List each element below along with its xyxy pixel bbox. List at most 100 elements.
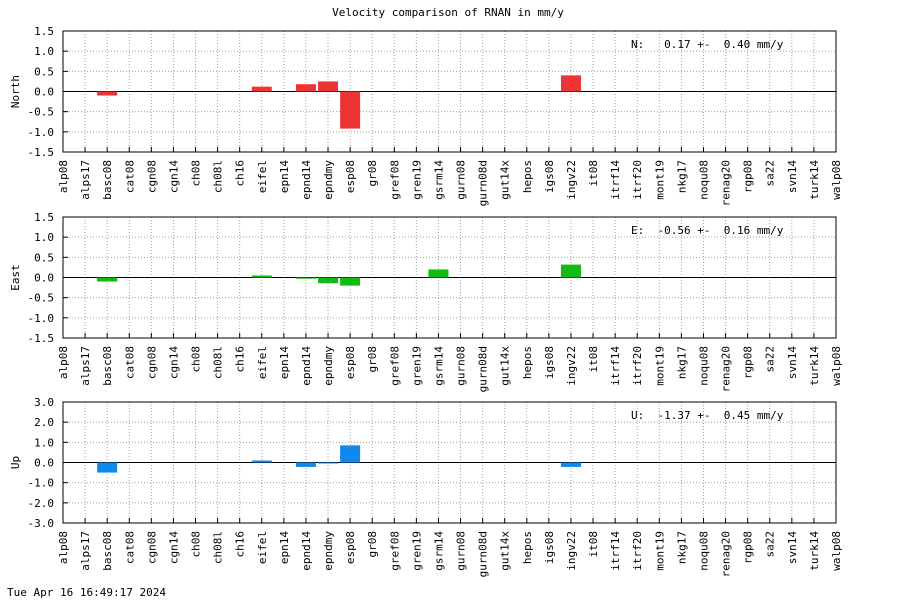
x-tick-label: epndmy [322, 160, 335, 200]
x-tick-label: alp08 [57, 160, 70, 193]
y-tick-label: 0.5 [34, 251, 54, 264]
chart-title: Velocity comparison of RNAN in mm/y [332, 6, 564, 19]
x-tick-label: epnd14 [300, 346, 313, 386]
x-tick-label: hepos [521, 160, 534, 193]
bar-east-basc08 [97, 277, 118, 282]
bar-up-ingv22 [560, 462, 581, 467]
bar-north-epnd14 [295, 84, 316, 92]
x-tick-label: alps17 [79, 160, 92, 200]
x-tick-label: ch08l [212, 531, 225, 564]
bar-east-gsrm14 [428, 269, 449, 278]
x-tick-label: itrf20 [631, 346, 644, 386]
x-tick-label: igs08 [543, 531, 556, 564]
x-tick-label: cat08 [123, 160, 136, 193]
x-tick-label: noqu08 [697, 531, 710, 571]
y-tick-label: -2.0 [28, 497, 55, 510]
x-tick-label: turk14 [808, 531, 821, 571]
y-tick-label: -0.5 [28, 292, 55, 305]
x-tick-label: esp08 [344, 160, 357, 193]
x-tick-label: ingv22 [565, 531, 578, 571]
x-tick-label: epn14 [278, 531, 291, 564]
y-axis-label-north: North [9, 75, 22, 108]
x-tick-label: epnd14 [300, 531, 313, 571]
bar-north-eifel [251, 86, 272, 92]
x-tick-label: sa22 [764, 531, 777, 558]
x-tick-label: nkg17 [675, 531, 688, 564]
x-tick-label: gurn08d [477, 531, 490, 577]
x-tick-label: gren19 [410, 531, 423, 571]
bar-north-basc08 [97, 91, 118, 96]
x-tick-label: alps17 [79, 531, 92, 571]
x-tick-label: mont19 [653, 531, 666, 571]
x-tick-label: basc08 [101, 346, 114, 386]
y-axis-label-up: Up [9, 456, 22, 469]
x-tick-label: ch16 [234, 160, 247, 187]
x-tick-label: epnd14 [300, 160, 313, 200]
bar-north-ingv22 [560, 75, 581, 92]
x-tick-label: cgn14 [167, 346, 180, 379]
x-tick-label: cgn08 [145, 531, 158, 564]
x-tick-label: hepos [521, 346, 534, 379]
x-tick-label: gurn08d [477, 160, 490, 206]
x-tick-label: gr08 [366, 531, 379, 558]
x-tick-label: alp08 [57, 531, 70, 564]
bar-up-eifel [251, 460, 272, 463]
x-tick-label: alps17 [79, 346, 92, 386]
x-tick-label: ingv22 [565, 346, 578, 386]
x-tick-label: it08 [587, 346, 600, 373]
bar-up-esp08 [340, 445, 361, 463]
bar-north-epndmy [318, 81, 339, 92]
x-tick-label: renag20 [720, 531, 733, 577]
x-tick-label: basc08 [101, 160, 114, 200]
x-tick-label: walp08 [830, 160, 843, 200]
x-tick-label: sa22 [764, 160, 777, 187]
x-tick-label: epndmy [322, 531, 335, 571]
x-tick-label: ingv22 [565, 160, 578, 200]
y-tick-label: 3.0 [34, 396, 54, 409]
x-tick-label: gurn08 [455, 346, 468, 386]
x-tick-label: gut14x [499, 160, 512, 200]
x-tick-label: eifel [256, 531, 269, 564]
x-tick-label: igs08 [543, 160, 556, 193]
x-tick-label: svn14 [786, 531, 799, 564]
x-tick-label: rgp08 [742, 531, 755, 564]
x-tick-label: itrf14 [609, 531, 622, 571]
x-tick-label: nkg17 [675, 160, 688, 193]
x-tick-label: ch08l [212, 160, 225, 193]
x-tick-label: mont19 [653, 160, 666, 200]
x-tick-label: eifel [256, 346, 269, 379]
x-tick-label: eifel [256, 160, 269, 193]
y-tick-label: 1.0 [34, 231, 54, 244]
x-tick-label: gut14x [499, 531, 512, 571]
x-tick-label: gsrm14 [432, 346, 445, 386]
x-tick-label: cgn08 [145, 160, 158, 193]
x-tick-label: itrf20 [631, 160, 644, 200]
x-tick-label: epndmy [322, 346, 335, 386]
x-tick-label: it08 [587, 160, 600, 187]
y-tick-label: -3.0 [28, 517, 55, 530]
annotation-east: E: -0.56 +- 0.16 mm/y [631, 224, 784, 237]
x-tick-label: alp08 [57, 346, 70, 379]
x-tick-label: itrf14 [609, 160, 622, 200]
x-tick-label: noqu08 [697, 346, 710, 386]
x-tick-label: ch16 [234, 346, 247, 373]
y-tick-label: 0.0 [34, 457, 54, 470]
y-tick-label: -1.5 [28, 332, 55, 345]
y-tick-label: 1.0 [34, 45, 54, 58]
y-tick-label: 1.5 [34, 25, 54, 38]
x-tick-label: itrf20 [631, 531, 644, 571]
y-tick-label: 1.0 [34, 436, 54, 449]
y-tick-label: -1.5 [28, 146, 55, 159]
y-tick-label: 0.0 [34, 272, 54, 285]
x-tick-label: basc08 [101, 531, 114, 571]
x-tick-label: svn14 [786, 346, 799, 379]
x-tick-label: esp08 [344, 346, 357, 379]
x-tick-label: sa22 [764, 346, 777, 373]
annotation-up: U: -1.37 +- 0.45 mm/y [631, 409, 784, 422]
x-tick-label: hepos [521, 531, 534, 564]
x-tick-label: cgn08 [145, 346, 158, 379]
x-tick-label: epn14 [278, 346, 291, 379]
panel-frame-north [62, 30, 837, 153]
y-tick-label: -1.0 [28, 477, 55, 490]
x-tick-label: gurn08 [455, 531, 468, 571]
